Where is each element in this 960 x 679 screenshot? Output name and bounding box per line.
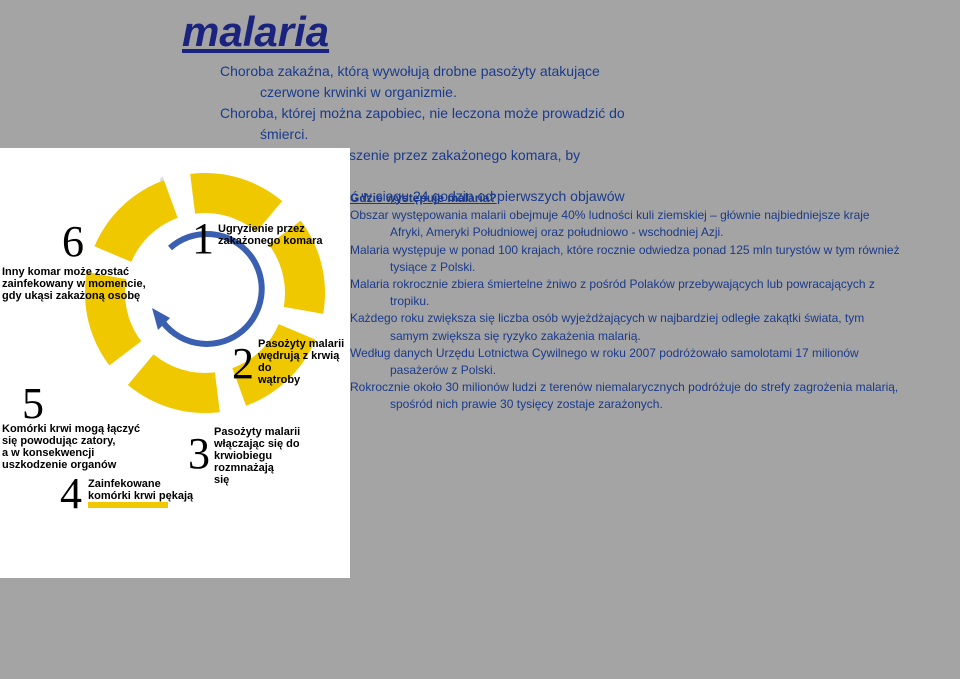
where-line: Afryki, Ameryki Południowej oraz południ… (390, 224, 950, 240)
step-4-num: 4 (60, 468, 82, 519)
where-line: Według danych Urzędu Lotnictwa Cywilnego… (350, 345, 950, 361)
step-6-num: 6 (62, 216, 84, 267)
where-block: Gdzie występuje malaria? Obszar występow… (350, 190, 950, 413)
where-line: tysiące z Polski. (390, 259, 950, 275)
where-line: Rokrocznie około 30 milionów ludzi z ter… (350, 379, 950, 395)
page-title: malaria (182, 8, 329, 56)
step-3-label: Pasożyty malariiwłączając się dokrwiobie… (214, 426, 334, 486)
intro-line: śmierci. (260, 125, 920, 144)
where-line: Malaria rokrocznie zbiera śmiertelne żni… (350, 276, 950, 292)
intro-line: Choroba zakaźna, którą wywołują drobne p… (220, 62, 920, 81)
cycle-diagram: 1 Ugryzienie przezzakażonego komara 2 Pa… (0, 148, 350, 578)
where-line: Malaria występuje w ponad 100 krajach, k… (350, 242, 950, 258)
where-line: Obszar występowania malarii obejmuje 40%… (350, 207, 950, 223)
step-5-label: Komórki krwi mogą łączyćsię powodując za… (2, 423, 142, 471)
step-4-label: Zainfekowanekomórki krwi pękają (88, 478, 198, 502)
step-5-num: 5 (22, 378, 44, 429)
step-1-num: 1 (192, 213, 214, 264)
where-line: tropiku. (390, 293, 950, 309)
where-line: Każdego roku zwiększa się liczba osób wy… (350, 310, 950, 326)
step-1-label: Ugryzienie przezzakażonego komara (218, 223, 328, 247)
where-header: Gdzie występuje malaria? (350, 190, 950, 206)
where-line: samym zwiększa się ryzyko zakażenia mala… (390, 328, 950, 344)
step-2-label: Pasożyty malariiwędrują z krwią dowątrob… (258, 338, 348, 386)
step-2-num: 2 (232, 338, 254, 389)
where-line: spośród nich prawie 30 tysięcy zostaje z… (390, 396, 950, 412)
intro-line: zachorować. (260, 166, 920, 185)
step-3-num: 3 (188, 428, 210, 479)
where-line: pasażerów z Polski. (390, 362, 950, 378)
intro-line: Choroba, której można zapobiec, nie lecz… (220, 104, 920, 123)
step-6-label: Inny komar może zostaćzainfekowany w mom… (2, 266, 147, 302)
intro-line: czerwone krwinki w organizmie. (260, 83, 920, 102)
step-4-bar (88, 502, 168, 508)
